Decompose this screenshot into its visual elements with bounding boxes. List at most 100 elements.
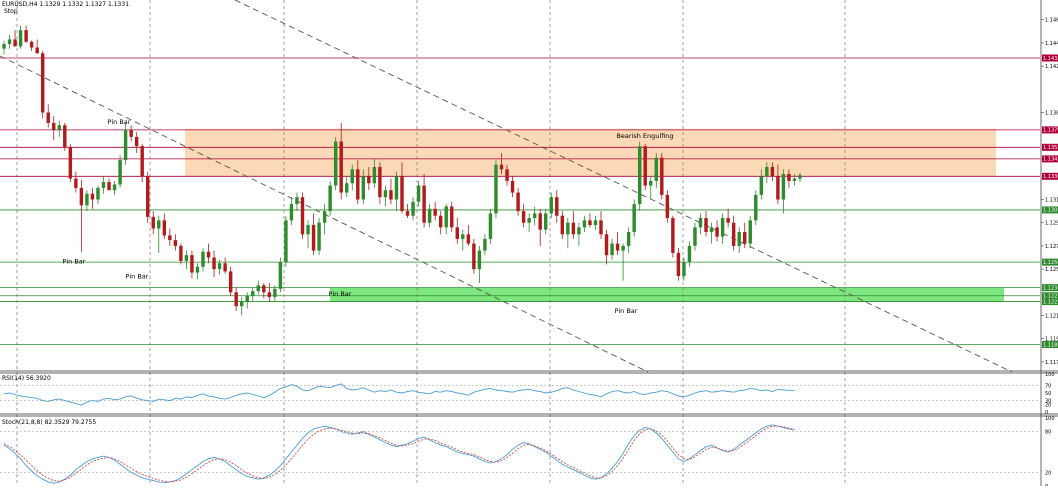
candle-body <box>538 213 542 230</box>
candle-body <box>599 220 603 235</box>
price-tick-label: 1.1425 <box>1045 64 1058 70</box>
candle-body <box>90 193 95 200</box>
candle-body <box>289 204 294 221</box>
price-level-tag <box>1042 298 1058 306</box>
candle-body <box>7 39 12 45</box>
candle-body <box>107 182 111 191</box>
price-tick-label: 1.1210 <box>1045 313 1058 319</box>
candle-body <box>239 301 244 307</box>
candle-body <box>499 164 504 170</box>
support-zone <box>330 287 1004 302</box>
candle-body <box>372 167 377 184</box>
candle-body <box>361 176 366 200</box>
candle-body <box>223 263 227 272</box>
candle-body <box>610 243 614 256</box>
rsi-tick-label: 0 <box>1045 410 1048 416</box>
pattern-annotation: Pin Bar <box>615 307 638 315</box>
candle-body <box>588 220 592 226</box>
candle-body <box>654 157 658 181</box>
candle-body <box>146 176 150 217</box>
price-tick-label: 1.1190 <box>1045 337 1058 343</box>
price-level-tag <box>1042 258 1058 266</box>
candle-body <box>24 30 28 42</box>
candle-body <box>704 218 708 232</box>
candle-body <box>339 141 343 193</box>
price-level-tag-label: 1.1185 <box>1043 342 1058 348</box>
main-chart-stop-label: Stop <box>4 8 18 15</box>
candle-body <box>577 227 581 235</box>
pattern-annotation: Pin Bar <box>126 272 149 280</box>
rsi-tick-label: 30 <box>1045 399 1051 405</box>
candle-body <box>687 245 692 263</box>
candle-body <box>748 220 752 244</box>
candle-body <box>35 47 39 54</box>
rsi-tick-label: 100 <box>1045 372 1055 378</box>
candle-body <box>383 190 388 198</box>
candle-body <box>632 204 636 232</box>
candle-body <box>405 211 410 216</box>
candle-body <box>74 178 78 188</box>
candle-body <box>682 262 686 277</box>
candle-body <box>527 218 531 223</box>
price-level-tag <box>1042 126 1058 134</box>
candle-body <box>96 187 100 200</box>
candle-body <box>245 295 249 302</box>
candle-body <box>46 112 50 123</box>
trendline-upper[interactable] <box>234 0 1013 373</box>
rsi-tick-label: 50 <box>1045 391 1051 397</box>
candle-body <box>582 220 587 228</box>
pattern-annotation: Pin Bar <box>108 118 131 126</box>
candle-body <box>184 255 189 261</box>
candle-body <box>709 227 714 232</box>
price-level-tag <box>1042 284 1058 292</box>
candle-body <box>544 213 548 230</box>
candle-body <box>726 218 730 223</box>
candle-body <box>234 292 238 307</box>
price-level-tag-label: 1.1256 <box>1043 260 1058 266</box>
price-tick-label: 1.1250 <box>1045 267 1058 273</box>
price-tick-label: 1.1465 <box>1045 18 1058 24</box>
candle-body <box>427 208 432 223</box>
candle-body <box>195 266 200 273</box>
candle-body <box>754 194 758 221</box>
price-tick-label: 1.1170 <box>1045 360 1058 366</box>
candle-body <box>228 271 233 293</box>
price-level-tag <box>1042 155 1058 163</box>
stoch-tick-label: 20 <box>1045 470 1051 476</box>
price-level-tag-label: 1.1345 <box>1043 157 1058 163</box>
candle-body <box>278 262 283 289</box>
candle-body <box>566 222 570 235</box>
price-level-tag-label: 1.1355 <box>1043 145 1058 151</box>
candle-body <box>765 167 769 177</box>
candle-body <box>743 231 747 244</box>
candle-body <box>322 211 327 223</box>
candle-body <box>295 197 299 205</box>
candle-body <box>306 225 310 235</box>
candle-body <box>604 234 609 256</box>
price-level-tag-label: 1.1222 <box>1043 299 1058 305</box>
rsi-line <box>3 383 795 406</box>
candle-body <box>317 222 321 251</box>
price-level-tag <box>1042 172 1058 180</box>
candle-body <box>776 176 780 200</box>
candle-body <box>123 129 128 161</box>
candle-body <box>532 213 537 219</box>
candle-body <box>101 182 106 188</box>
candle-body <box>593 220 598 226</box>
candle-body <box>770 167 775 177</box>
candle-body <box>676 252 681 277</box>
price-level-tag-label: 1.1234 <box>1043 285 1058 291</box>
candle-body <box>300 197 305 235</box>
candle-body <box>637 146 642 205</box>
candle-body <box>333 141 338 186</box>
candle-body <box>267 292 272 297</box>
pattern-annotation: Bearish Engulfing <box>616 132 673 140</box>
candle-body <box>571 222 576 235</box>
candle-body <box>671 218 675 253</box>
candle-body <box>85 193 89 206</box>
stoch-signal-line <box>3 425 795 483</box>
candle-body <box>720 218 725 237</box>
pattern-annotation: Pin Bar <box>63 257 86 265</box>
candle-body <box>157 220 161 229</box>
